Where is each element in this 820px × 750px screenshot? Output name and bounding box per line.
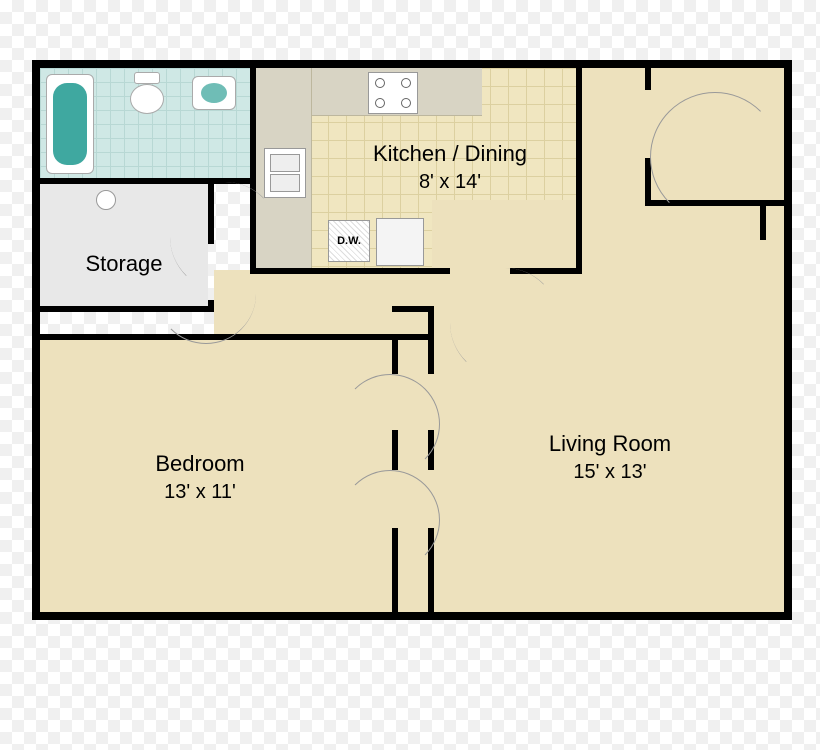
bedroom-dims: 13' x 11' [70,479,330,505]
wall-bed-right-1 [392,334,398,374]
kitchen-name: Kitchen / Dining [330,140,570,169]
floor-plan: D.W. Storage Kitchen / Dining 8' x 14' L… [0,0,820,750]
wall-bed-right-3 [392,528,398,620]
dishwasher-label: D.W. [328,234,370,248]
storage-label: Storage [40,250,208,279]
wall-hall-bottom [398,614,434,620]
bedroom-label: Bedroom 13' x 11' [70,450,330,505]
kitchen-label: Kitchen / Dining 8' x 14' [330,140,570,195]
kitchen-dims: 8' x 14' [330,169,570,195]
bathroom-sink [192,76,236,110]
kitchen-sink [264,148,306,198]
wall-kitchen-right [576,60,582,274]
fridge [376,218,424,266]
toilet [130,72,164,116]
wall-mid-h1 [32,306,214,312]
wall-bath-right [250,60,256,180]
bathtub [46,74,94,174]
wall-kitchen-bottom [250,268,450,274]
stove [368,72,418,114]
living-name: Living Room [480,430,740,459]
wall-stub-hall2 [392,306,434,312]
living-label: Living Room 15' x 13' [480,430,740,485]
wall-bed-right-2 [392,430,398,470]
outer-wall-top [32,60,792,68]
outer-wall-right [784,60,792,620]
wall-living-left-1 [428,334,434,374]
bedroom-name: Bedroom [70,450,330,479]
storage-light [96,190,116,210]
outer-wall-left [32,60,40,620]
living-dims: 15' x 13' [480,459,740,485]
wall-entry-stub3 [760,200,766,240]
wall-entry-stub1 [645,60,651,90]
